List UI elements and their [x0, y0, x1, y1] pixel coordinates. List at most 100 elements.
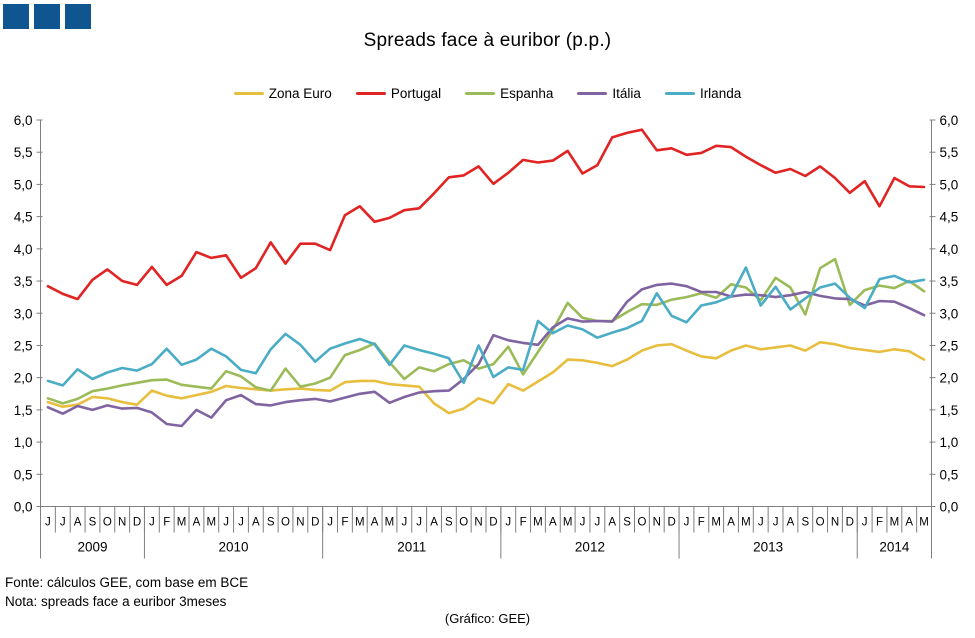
x-axis-month-label: J: [60, 517, 66, 529]
x-axis-year-label: 2010: [219, 540, 249, 555]
x-axis-month-label: D: [311, 517, 319, 529]
page-title: Spreads face à euribor (p.p.): [363, 30, 612, 51]
x-axis-month-label: J: [773, 517, 779, 529]
y-axis-label-left: 3,5: [14, 274, 33, 289]
y-axis-label-right: 1,0: [940, 435, 959, 450]
legend-item-label: Portugal: [390, 86, 442, 101]
x-axis-month-label: J: [862, 517, 868, 529]
x-axis-month-label: D: [667, 517, 675, 529]
x-axis-month-label: A: [74, 517, 82, 529]
x-axis-month-label: M: [890, 517, 900, 529]
footer-credit: (Gráfico: GEE): [444, 611, 531, 626]
x-axis-month-label: N: [831, 517, 839, 529]
x-axis-month-label: M: [741, 517, 751, 529]
x-axis-month-label: M: [177, 517, 187, 529]
logo: [3, 4, 91, 29]
series-line-portugal: [46, 128, 926, 301]
x-axis-month-label: F: [341, 517, 348, 529]
x-axis-month-label: J: [758, 517, 764, 529]
x-axis-month-label: J: [327, 517, 333, 529]
x-axis-month-label: N: [118, 517, 126, 529]
x-axis-month-label: J: [238, 517, 244, 529]
x-axis-month-label: S: [623, 517, 631, 529]
x-axis-month-label: D: [489, 517, 497, 529]
y-axis-label-left: 5,5: [14, 145, 33, 160]
y-axis-label-left: 5,0: [14, 177, 33, 192]
x-axis-month-label: A: [608, 517, 616, 529]
y-axis-label-left: 2,5: [14, 338, 33, 353]
x-axis-month-label: M: [919, 517, 929, 529]
x-axis-month-label: J: [684, 517, 690, 529]
x-axis-month-label: O: [281, 517, 290, 529]
x-axis-month-label: J: [401, 517, 407, 529]
x-axis-year-label: 2014: [879, 540, 910, 555]
x-axis-month-label: A: [193, 517, 201, 529]
legend-item-espanha: Espanha: [465, 86, 553, 101]
x-axis-month-label: O: [637, 517, 646, 529]
x-axis-month-label: J: [45, 517, 51, 529]
y-axis-label-left: 6,0: [14, 113, 33, 128]
x-axis-month-label: M: [385, 517, 395, 529]
x-axis-month-label: S: [89, 517, 97, 529]
x-axis-month-label: S: [267, 517, 275, 529]
x-axis-month-label: A: [252, 517, 260, 529]
footer-note-line: Nota: spreads face a euribor 3meses: [5, 594, 227, 609]
x-axis-month-label: D: [133, 517, 141, 529]
x-axis-month-label: O: [459, 517, 468, 529]
legend-item-label: Zona Euro: [268, 86, 332, 101]
x-axis-month-label: A: [905, 517, 913, 529]
y-axis-label-left: 3,0: [14, 306, 33, 321]
x-axis-month-label: J: [149, 517, 155, 529]
x-axis-month-label: A: [787, 517, 795, 529]
legend-item-zona-euro: Zona Euro: [233, 86, 332, 101]
x-axis-month-label: A: [430, 517, 438, 529]
y-axis-label-left: 1,0: [14, 435, 33, 450]
y-axis-label-left: 0,0: [14, 500, 33, 515]
y-axis-label-right: 2,5: [940, 338, 959, 353]
y-axis-label-right: 5,0: [940, 177, 959, 192]
logo-square: [65, 4, 91, 29]
logo-square: [34, 4, 60, 29]
y-axis-label-right: 2,0: [940, 371, 959, 386]
y-axis-label-right: 0,0: [940, 500, 959, 515]
y-axis-label-right: 4,5: [940, 210, 959, 225]
legend-item-label: Itália: [612, 86, 641, 101]
x-axis-month-label: F: [163, 517, 170, 529]
x-axis-month-label: F: [520, 517, 527, 529]
legend-item-label: Espanha: [500, 86, 554, 101]
y-axis-label-left: 4,5: [14, 210, 33, 225]
x-axis-month-label: N: [653, 517, 661, 529]
y-axis-label-left: 0,5: [14, 467, 33, 482]
y-axis-label-right: 5,5: [940, 145, 959, 160]
x-axis-month-label: O: [816, 517, 825, 529]
y-axis-label-right: 3,0: [940, 306, 959, 321]
x-axis-month-label: A: [727, 517, 735, 529]
y-axis-label-right: 3,5: [940, 274, 959, 289]
x-axis-month-label: J: [580, 517, 586, 529]
y-axis-label-left: 1,5: [14, 403, 33, 418]
series-line-espanha: [46, 257, 926, 405]
series-line-irlanda: [46, 266, 926, 387]
legend-swatch: [355, 91, 386, 96]
y-axis-label-right: 6,0: [940, 113, 959, 128]
x-axis-month-label: J: [223, 517, 229, 529]
x-axis-month-label: S: [445, 517, 453, 529]
logo-square: [3, 4, 29, 29]
y-axis-label-right: 4,0: [940, 242, 959, 257]
x-axis-month-label: J: [595, 517, 601, 529]
series-line-italia: [46, 282, 926, 428]
legend-item-label: Irlanda: [699, 86, 742, 101]
x-axis-month-label: M: [711, 517, 721, 529]
x-axis-month-label: A: [549, 517, 557, 529]
legend-item-portugal: Portugal: [355, 86, 442, 101]
footer-source-line: Fonte: cálculos GEE, com base em BCE: [5, 575, 249, 590]
legend-item-irlanda: Irlanda: [664, 86, 742, 101]
y-axis-label-right: 1,5: [940, 403, 959, 418]
x-axis-month-label: J: [505, 517, 511, 529]
x-axis-month-label: F: [698, 517, 705, 529]
y-axis-label-left: 2,0: [14, 371, 33, 386]
legend-swatch: [577, 91, 608, 96]
legend-swatch: [465, 91, 496, 96]
x-axis-month-label: D: [846, 517, 854, 529]
